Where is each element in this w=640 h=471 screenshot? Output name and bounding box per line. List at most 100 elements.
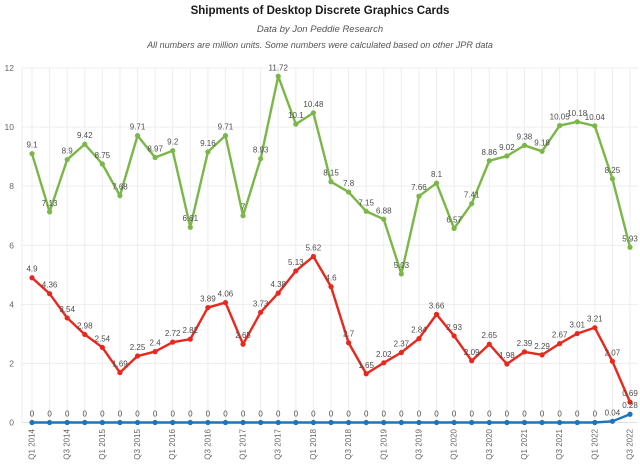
red-series-data-label: 2.07 [605,348,621,357]
red-series-data-label: 5.13 [288,258,304,267]
red-series-data-label: 3.54 [59,305,75,314]
blue-series-point [82,419,88,426]
blue-series-point [293,419,299,426]
green-series-point [222,133,229,139]
green-series-data-label: 9.16 [200,139,216,148]
red-series-point [187,336,193,342]
green-series-point [46,209,53,215]
blue-series-data-label: 0.28 [622,401,638,410]
red-series-data-label: 3.73 [253,299,269,308]
blue-series-data-label: 0 [170,410,175,419]
x-tick-label: Q3 2019 [414,428,423,459]
blue-series-data-label: 0 [83,410,88,419]
green-series-data-label: 5.03 [394,261,410,270]
red-series-point [574,330,580,337]
blue-series-data-label: 0 [452,410,457,419]
green-series-point [592,123,598,129]
green-series-data-label: 10.48 [303,100,324,109]
x-tick-label: Q3 2018 [344,428,353,459]
blue-series-data-label: 0 [469,410,474,419]
blue-series-data-label: 0 [522,410,527,419]
green-series-data-label: 11.72 [269,63,289,72]
red-series-point [170,339,176,345]
blue-series-data-label: 0.04 [605,408,621,417]
x-tick-label: Q3 2014 [63,428,72,459]
blue-series-data-label: 0 [135,410,140,419]
blue-series-point [152,419,158,426]
blue-series-data-label: 0 [153,410,158,419]
green-series-data-label: 10.04 [585,113,606,122]
red-series-point [381,360,387,366]
x-tick-label: Q1 2020 [450,428,459,459]
green-series-data-label: 10.1 [288,111,304,120]
blue-series-point [29,419,35,426]
blue-series-point [170,419,176,426]
green-series-point [152,154,158,161]
chart-title: Shipments of Desktop Discrete Graphics C… [190,5,450,17]
green-series-data-label: 8.9 [62,147,74,156]
blue-series-data-label: 0 [575,410,580,419]
blue-series-point [240,419,246,426]
blue-series-point [134,419,141,426]
green-series-point [433,180,440,186]
blue-series-point [345,419,352,426]
red-series-data-label: 1.65 [358,361,374,370]
red-series-point [64,315,70,321]
chart-note: All numbers are million units. Some numb… [147,40,493,50]
blue-series-point [451,419,457,426]
blue-series-data-label: 0 [223,410,228,419]
red-series-point [46,291,53,297]
green-series-data-label: 7 [241,203,246,212]
blue-series-point [64,419,70,426]
red-series-data-label: 3.89 [200,295,216,304]
x-tick-label: Q1 2018 [309,428,318,459]
blue-series-point [504,419,510,426]
green-series-point [363,208,369,214]
green-series-point [310,110,317,116]
red-series-point [152,349,158,355]
red-series-point [117,369,123,376]
y-tick-label: 4 [9,299,14,309]
x-tick-label: Q3 2021 [555,428,564,459]
blue-series-data-label: 0 [329,410,334,419]
x-tick-label: Q1 2017 [239,428,248,459]
red-series-point [363,371,369,377]
blue-series-point [627,411,633,417]
y-tick-label: 6 [9,240,14,250]
green-series-point [609,176,616,182]
blue-series-point [609,418,616,424]
green-series-point [275,73,281,79]
red-series-data-label: 2.65 [482,331,498,340]
red-series-point [398,349,404,356]
blue-series-data-label: 0 [294,410,299,419]
red-series-point [469,358,475,364]
red-series-point [205,304,211,311]
blue-series-data-label: 0 [540,410,545,419]
blue-series-data-label: 0 [241,410,246,419]
green-series-point [521,142,528,148]
green-series-data-label: 9.71 [130,123,146,132]
green-series-point [293,121,299,127]
blue-series-data-label: 0 [47,410,52,419]
red-series-data-label: 2.65 [235,331,251,340]
blue-series-data-label: 0 [505,410,510,419]
green-series-data-label: 5.93 [622,234,638,243]
blue-series-data-label: 0 [346,410,351,419]
x-tick-label: Q3 2022 [626,428,635,459]
red-series-data-label: 2.72 [165,329,181,338]
red-series-data-label: 4.36 [42,281,58,290]
green-series-data-label: 7.13 [42,199,58,208]
y-tick-label: 8 [9,181,14,191]
green-series-data-label: 10.05 [550,113,571,122]
blue-series-point [363,419,369,426]
green-series-data-label: 8.97 [147,145,163,154]
green-series-point [398,271,404,277]
blue-series-data-label: 0 [311,410,316,419]
green-series-point [504,153,510,159]
y-tick-label: 0 [9,418,14,428]
x-tick-label: Q3 2020 [485,428,494,459]
red-series-point [592,325,598,331]
green-series-data-label: 7.66 [411,183,427,192]
red-series-point [240,341,246,347]
